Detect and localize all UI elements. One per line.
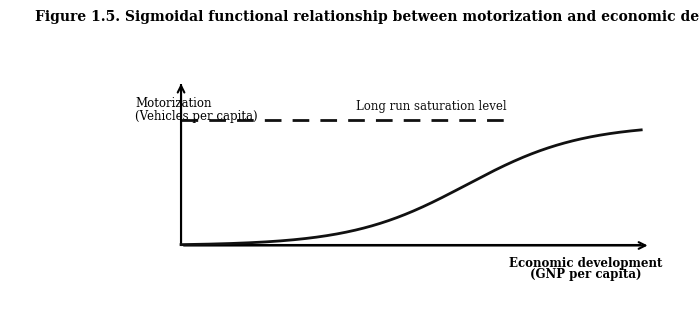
Text: Economic development: Economic development <box>510 257 663 270</box>
Text: Figure 1.5. Sigmoidal functional relationship between motorization and economic : Figure 1.5. Sigmoidal functional relatio… <box>35 10 699 24</box>
Text: Long run saturation level: Long run saturation level <box>356 100 507 113</box>
Text: Motorization: Motorization <box>135 97 212 110</box>
Text: (GNP per capita): (GNP per capita) <box>531 268 642 281</box>
Text: (Vehicles per capita): (Vehicles per capita) <box>135 110 258 123</box>
